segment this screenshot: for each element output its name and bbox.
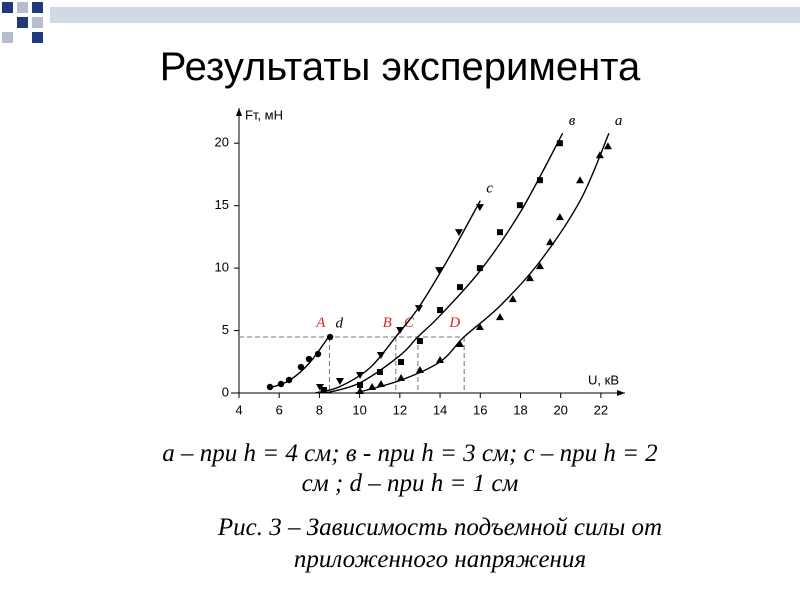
caption-line: Рис. 3 – Зависимость подъемной силы от — [217, 514, 662, 541]
decor-squares — [2, 2, 800, 43]
slide-title: Результаты эксперимента — [160, 45, 641, 89]
data-point — [603, 142, 612, 150]
data-point — [475, 204, 484, 212]
data-point — [508, 295, 517, 303]
x-tick-label: 20 — [553, 402, 567, 417]
series-label: c — [486, 181, 493, 197]
y-tick-label: 0 — [222, 384, 229, 399]
marker-label: A — [315, 315, 326, 331]
data-point — [397, 374, 406, 382]
data-point — [595, 151, 604, 159]
data-point — [555, 213, 564, 221]
data-point — [476, 265, 483, 272]
marker-label: D — [448, 315, 460, 331]
data-point — [356, 372, 365, 380]
data-point — [326, 333, 334, 341]
data-point — [495, 313, 504, 321]
data-point — [535, 262, 544, 270]
data-point — [556, 140, 563, 147]
fit-curve — [315, 200, 481, 394]
data-point — [415, 366, 424, 374]
data-point — [376, 369, 383, 376]
y-tick-label: 20 — [215, 135, 229, 150]
data-point — [376, 352, 385, 360]
data-point — [525, 274, 534, 282]
y-tick-label: 5 — [222, 322, 229, 337]
fit-curve — [325, 132, 564, 394]
y-tick-label: 10 — [215, 260, 229, 275]
data-point — [314, 350, 322, 358]
y-arrow — [236, 108, 242, 116]
data-point — [357, 382, 364, 389]
x-tick-label: 4 — [235, 402, 242, 417]
x-tick-label: 12 — [393, 402, 407, 417]
data-point — [266, 383, 274, 391]
data-point — [368, 383, 377, 391]
data-point — [435, 267, 444, 275]
marker-label: B — [383, 315, 392, 331]
fit-curve — [355, 132, 610, 394]
series-label: d — [335, 316, 343, 332]
data-point — [536, 177, 543, 184]
data-point — [575, 176, 584, 184]
x-tick-label: 6 — [276, 402, 283, 417]
data-point — [436, 356, 445, 364]
data-point — [316, 384, 325, 392]
data-point — [496, 229, 503, 236]
x-tick-label: 22 — [594, 402, 608, 417]
data-point — [516, 202, 523, 209]
data-point — [277, 380, 285, 388]
data-point — [454, 229, 463, 237]
marker-label: C — [404, 315, 415, 331]
data-point — [416, 338, 423, 345]
y-axis-label: Fт, мН — [245, 107, 283, 122]
data-point — [414, 305, 423, 313]
data-point — [437, 307, 444, 314]
data-point — [376, 380, 385, 388]
series-label: в — [569, 113, 576, 129]
x-arrow — [617, 390, 625, 396]
data-point — [396, 327, 405, 335]
data-point — [335, 378, 344, 386]
x-tick-label: 8 — [316, 402, 323, 417]
legend-line: см ; d – при h = 1 см — [302, 470, 519, 497]
x-tick-label: 18 — [513, 402, 527, 417]
data-point — [546, 238, 555, 246]
data-point — [356, 387, 365, 395]
data-point — [456, 284, 463, 291]
data-point — [305, 355, 313, 363]
caption-line: приложенного напряжения — [294, 546, 586, 573]
data-point — [297, 363, 305, 371]
x-tick-label: 16 — [473, 402, 487, 417]
series-label: a — [615, 113, 623, 129]
legend-line: а – при h = 4 см; в - при h = 3 см; с – … — [162, 440, 657, 467]
x-axis-label: U, кВ — [588, 372, 619, 387]
data-point — [398, 359, 405, 366]
x-tick-label: 10 — [352, 402, 366, 417]
data-point — [321, 387, 328, 394]
fit-curve — [268, 335, 331, 389]
x-tick-label: 14 — [433, 402, 447, 417]
data-point — [285, 376, 293, 384]
data-point — [455, 340, 464, 348]
data-point — [475, 323, 484, 331]
y-tick-label: 15 — [215, 197, 229, 212]
